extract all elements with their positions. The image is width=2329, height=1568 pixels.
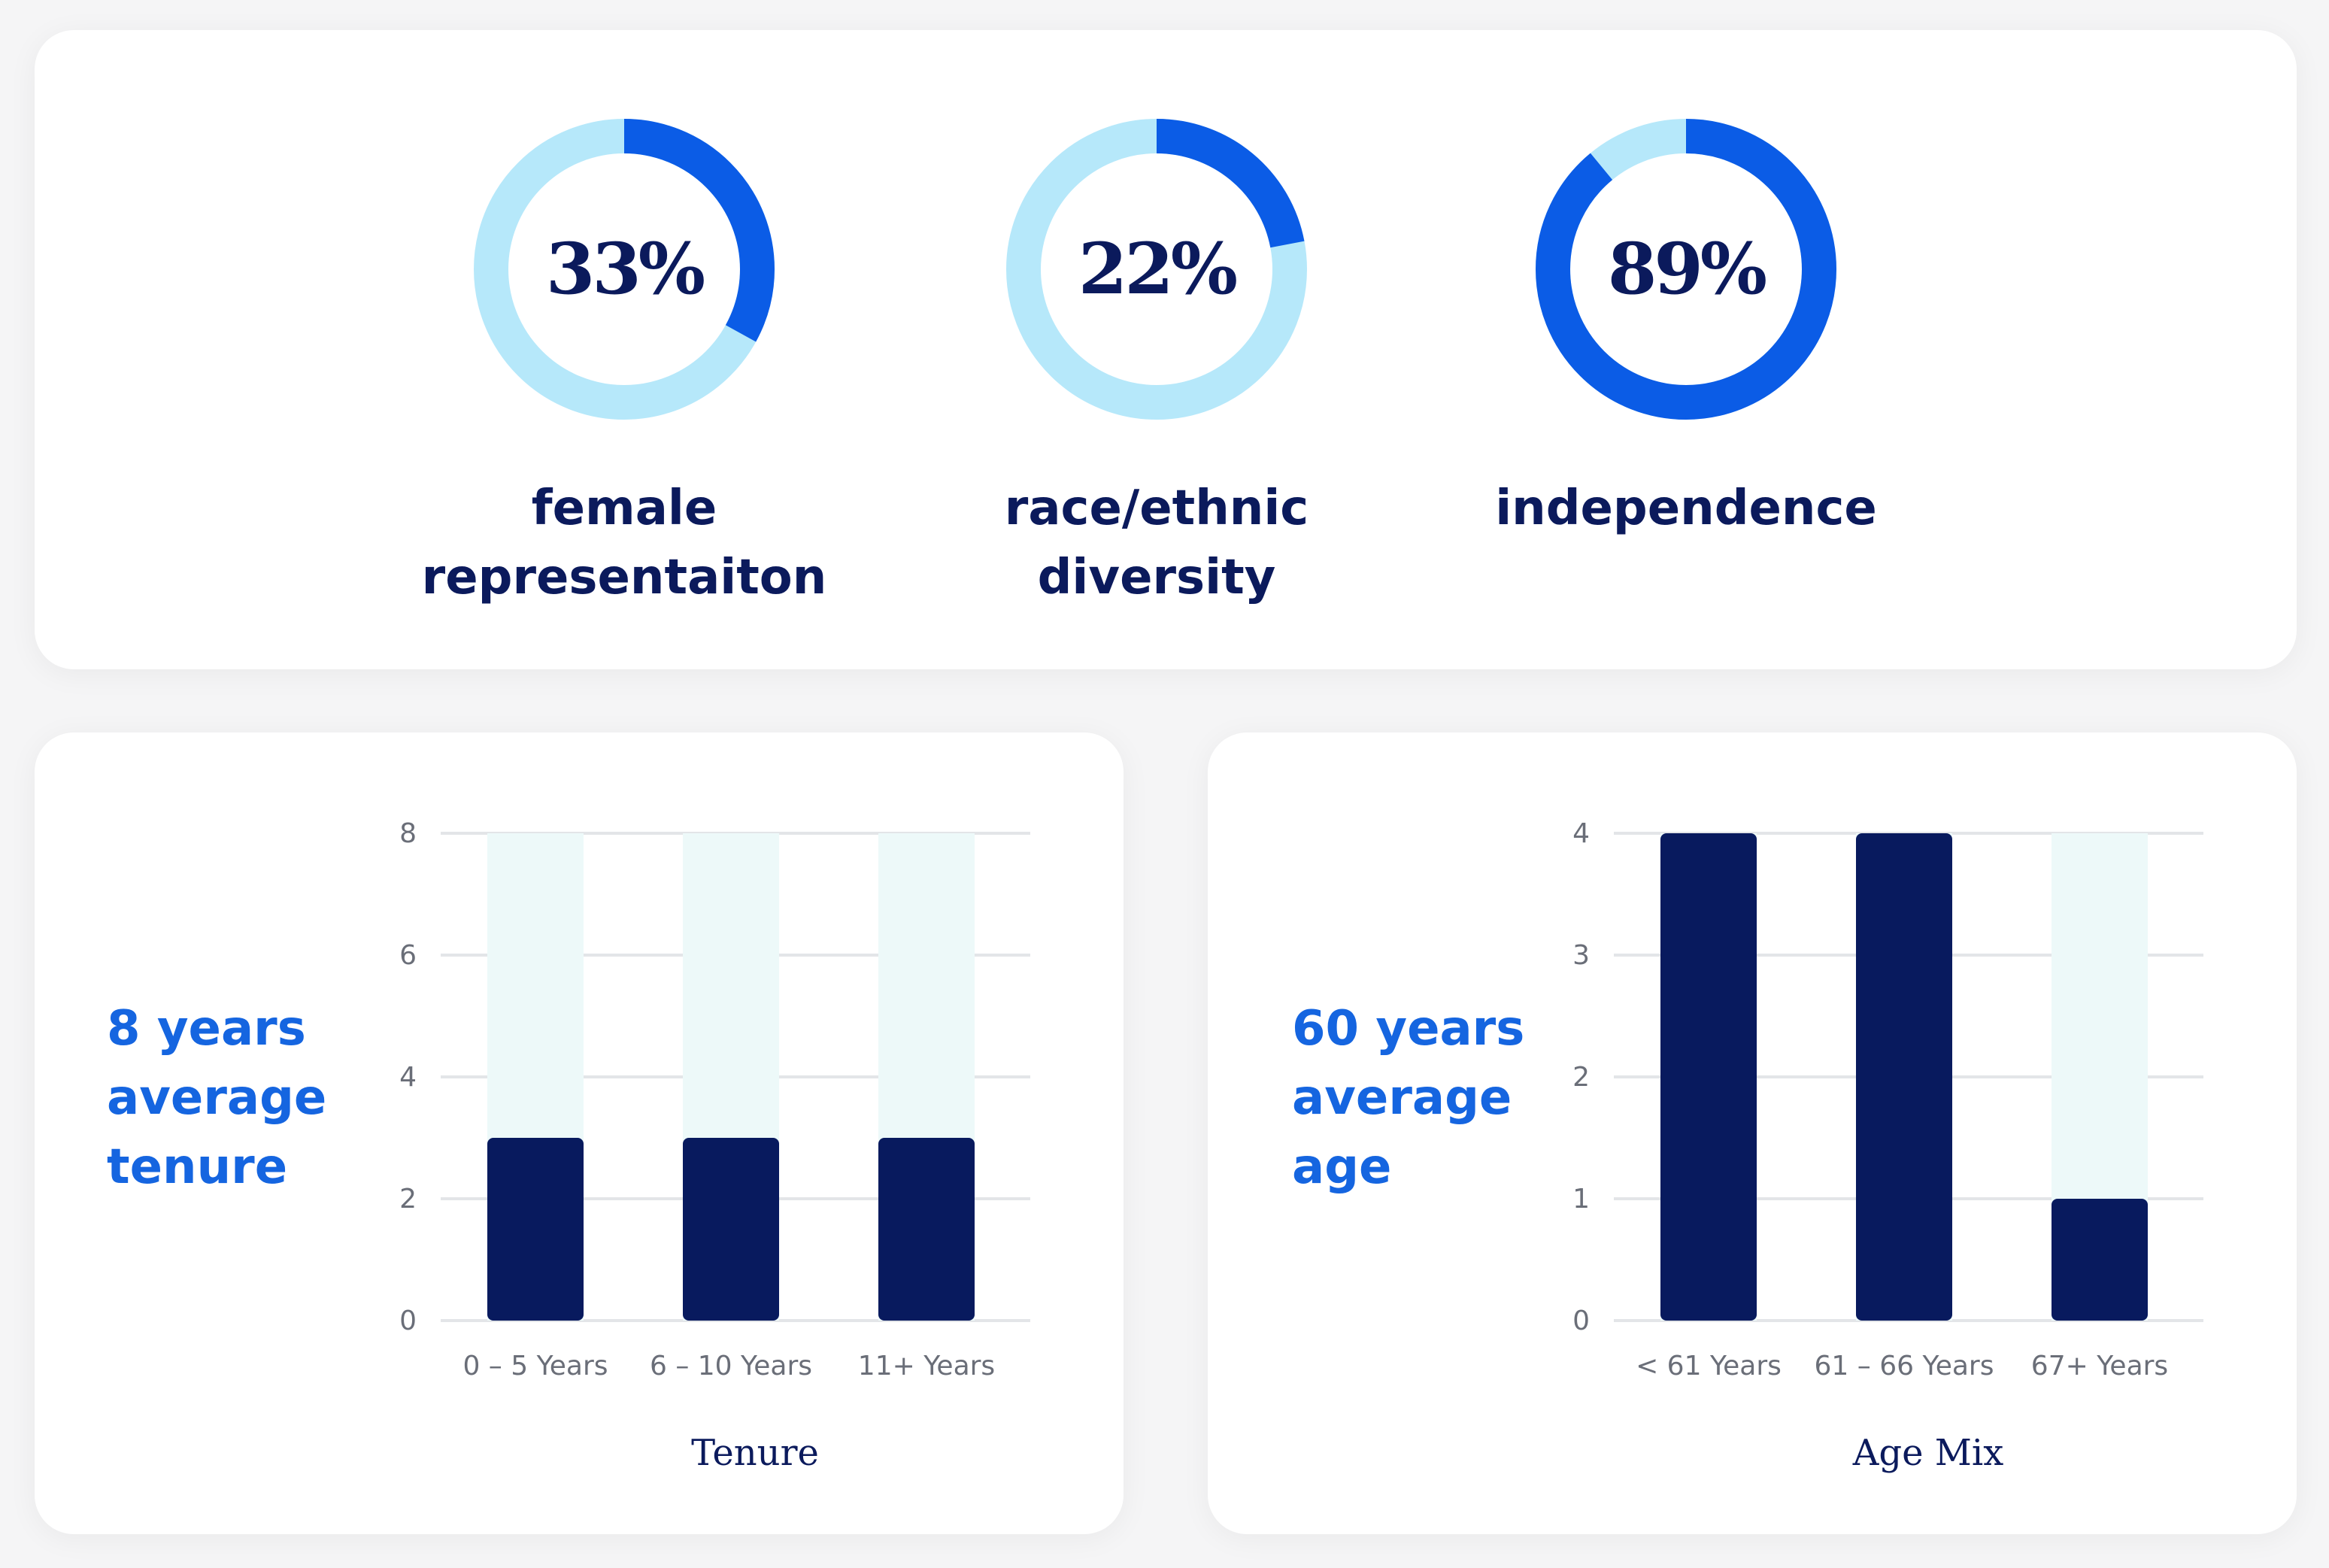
age-category-label: 67+ Years — [2031, 1351, 2168, 1381]
age-bar — [2052, 1199, 2148, 1321]
tenure-y-tick-label: 8 — [399, 818, 417, 849]
age-y-tick-label: 3 — [1572, 940, 1590, 971]
age-x-axis-title: Age Mix — [1852, 1432, 2004, 1474]
donut-fill — [474, 119, 775, 420]
independence-donut — [1536, 119, 1836, 420]
tenure-headline: 8 years average tenure — [107, 1001, 327, 1195]
tenure-bar — [878, 1138, 975, 1321]
age-mix-bar-chart: 0 1 2 3 4 < 61 Years 61 – 66 Years 67+ Years Age… — [1572, 818, 2203, 1474]
donut-fill — [1536, 119, 1836, 420]
tenure-bar-chart: 0 2 4 6 8 0 – 5 Years 6 – 10 Years 11+ Years Ten… — [399, 818, 1030, 1474]
tenure-y-tick-label: 6 — [399, 940, 417, 971]
tenure-category-label: 0 – 5 Years — [462, 1351, 608, 1381]
age-category-label: 61 – 66 Years — [1815, 1351, 1994, 1381]
tenure-bar — [683, 1138, 779, 1321]
race-ethnic-diversity-metric: 22% race/ethnic diversity — [931, 119, 1382, 660]
age-y-tick-label: 4 — [1572, 818, 1590, 849]
donut-label: race/ethnic diversity — [1004, 481, 1309, 605]
independence-metric: 89% independence — [1460, 119, 1912, 660]
tenure-card: 8 years average tenure 0 2 4 6 8 0 – 5 Years 6… — [35, 732, 1124, 1534]
donut-value: 33% — [545, 228, 705, 311]
age-y-tick-label: 2 — [1572, 1062, 1590, 1093]
donut-fill — [1006, 119, 1307, 420]
tenure-category-label: 6 – 10 Years — [650, 1351, 812, 1381]
tenure-y-tick-label: 4 — [399, 1062, 417, 1093]
donut-label: female representaiton — [421, 481, 827, 605]
age-y-tick-label: 1 — [1572, 1184, 1590, 1215]
donut-label: independence — [1495, 481, 1877, 536]
age-card: 60 years average age 0 1 2 3 4 < 61 Years 61 –… — [1208, 732, 2297, 1534]
donut-value: 22% — [1078, 228, 1238, 311]
tenure-category-label: 11+ Years — [858, 1351, 995, 1381]
age-headline: 60 years average age — [1292, 1001, 1525, 1195]
diversity-metrics-card: 33% female representaiton 22% race/ethni… — [35, 30, 2297, 669]
female-representation-donut — [474, 119, 775, 420]
tenure-bar — [487, 1138, 584, 1321]
female-representation-metric: 33% female representaiton — [399, 119, 850, 660]
age-bar — [1856, 833, 1952, 1321]
tenure-y-tick-label: 2 — [399, 1184, 417, 1215]
tenure-y-tick-label: 0 — [399, 1306, 417, 1336]
donut-value: 89% — [1607, 228, 1767, 311]
age-bar — [1660, 833, 1757, 1321]
race-ethnic-diversity-donut — [1006, 119, 1307, 420]
age-y-tick-label: 0 — [1572, 1306, 1590, 1336]
tenure-x-axis-title: Tenure — [691, 1432, 819, 1474]
age-category-label: < 61 Years — [1636, 1351, 1782, 1381]
